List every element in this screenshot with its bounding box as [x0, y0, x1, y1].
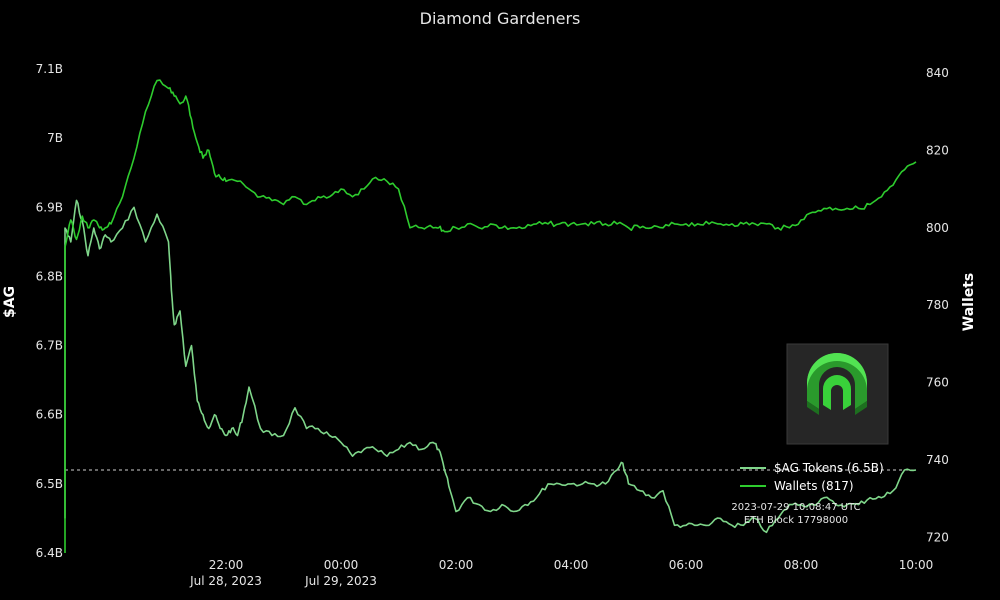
- right-tick-label: 820: [926, 143, 949, 157]
- left-axis-label: $AG: [2, 286, 18, 318]
- right-tick-label: 780: [926, 298, 949, 312]
- left-tick-label: 6.8B: [36, 269, 63, 283]
- diamond-gardeners-logo-icon: [786, 343, 889, 445]
- legend-label-tokens: $AG Tokens (6.5B): [774, 461, 884, 475]
- x-tick-label: 06:00: [669, 558, 704, 572]
- left-tick-label: 6.6B: [36, 408, 63, 422]
- block-annotation: ETH Block 17798000: [744, 515, 848, 526]
- right-axis-label: Wallets: [961, 273, 977, 332]
- left-axis-ticks: 6.4B 6.5B 6.6B 6.7B 6.8B 6.9B 7B 7.1B: [36, 62, 63, 560]
- right-axis-ticks: 720 740 760 780 800 820 840: [926, 66, 949, 545]
- right-tick-label: 740: [926, 453, 949, 467]
- x-axis-ticks: 22:00 Jul 28, 2023 00:00 Jul 29, 2023 02:00 0…: [189, 558, 933, 588]
- left-tick-label: 7B: [47, 131, 63, 145]
- chart-title: Diamond Gardeners: [420, 9, 581, 28]
- x-tick-label: 10:00: [899, 558, 934, 572]
- x-tick-label: 22:00: [209, 558, 244, 572]
- x-tick-date-label: Jul 28, 2023: [189, 574, 262, 588]
- x-tick-label: 08:00: [784, 558, 819, 572]
- x-tick-label: 00:00: [324, 558, 359, 572]
- timestamp-annotation: 2023-07-29 10:08:47 UTC: [731, 502, 860, 513]
- right-tick-label: 760: [926, 376, 949, 390]
- left-tick-label: 6.5B: [36, 477, 63, 491]
- left-tick-label: 6.4B: [36, 546, 63, 560]
- x-tick-date-label: Jul 29, 2023: [304, 574, 377, 588]
- right-tick-label: 720: [926, 531, 949, 545]
- x-tick-label: 02:00: [439, 558, 474, 572]
- right-tick-label: 840: [926, 66, 949, 80]
- series-layer: [64, 79, 917, 553]
- legend: $AG Tokens (6.5B) Wallets (817): [740, 461, 884, 493]
- series-line-wallets: [64, 79, 917, 553]
- series-line-tokens: [64, 199, 917, 534]
- right-tick-label: 800: [926, 221, 949, 235]
- left-tick-label: 6.7B: [36, 339, 63, 353]
- legend-label-wallets: Wallets (817): [774, 479, 854, 493]
- left-tick-label: 6.9B: [36, 200, 63, 214]
- left-tick-label: 7.1B: [36, 62, 63, 76]
- x-tick-label: 04:00: [554, 558, 589, 572]
